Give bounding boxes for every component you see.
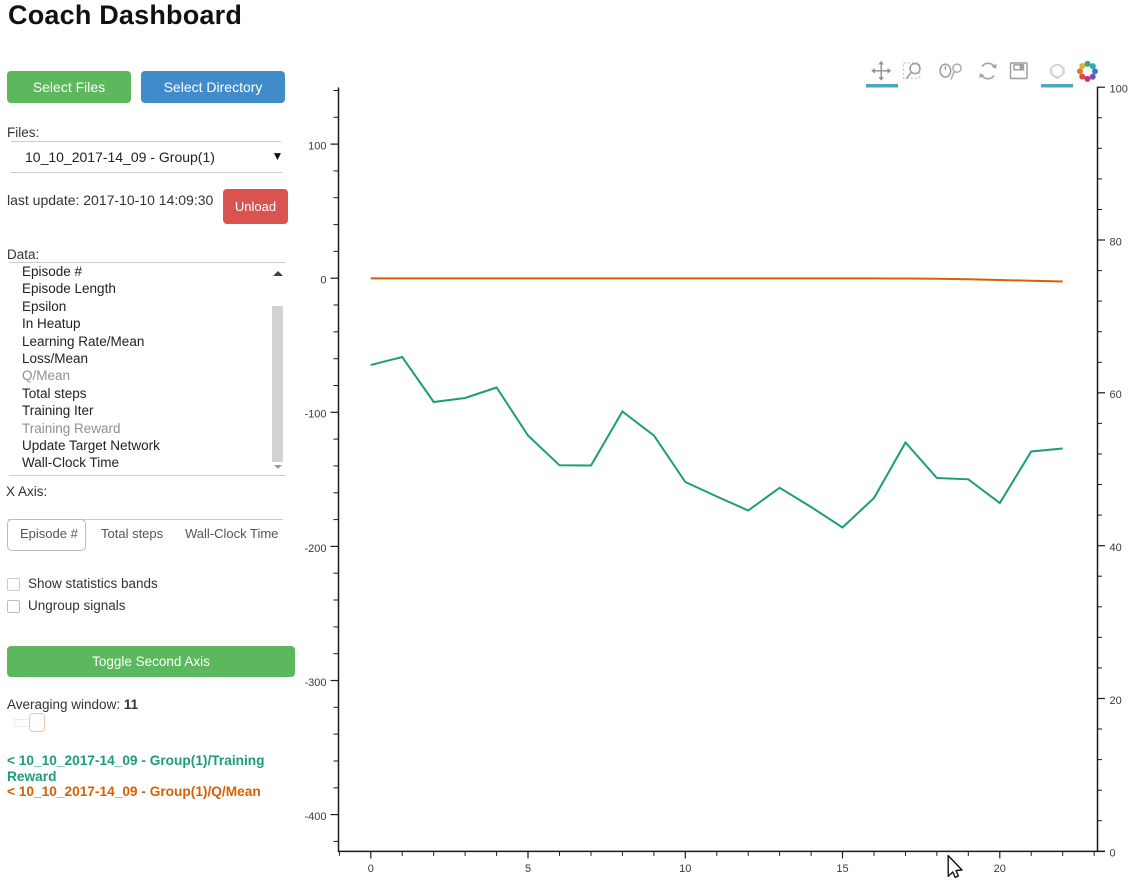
svg-text:60: 60 [1110, 389, 1122, 401]
svg-text:-400: -400 [304, 811, 326, 823]
svg-text:20: 20 [1110, 695, 1122, 707]
svg-text:15: 15 [836, 863, 848, 875]
svg-text:-200: -200 [304, 543, 326, 555]
svg-text:80: 80 [1110, 236, 1122, 248]
svg-text:5: 5 [525, 863, 531, 875]
svg-text:20: 20 [994, 863, 1006, 875]
svg-text:0: 0 [1110, 848, 1116, 860]
svg-text:100: 100 [1110, 84, 1128, 96]
svg-text:10: 10 [679, 863, 691, 875]
svg-text:100: 100 [308, 141, 326, 153]
svg-text:-300: -300 [304, 677, 326, 689]
svg-text:0: 0 [320, 275, 326, 287]
svg-text:40: 40 [1110, 542, 1122, 554]
svg-text:-100: -100 [304, 409, 326, 421]
svg-text:0: 0 [368, 863, 374, 875]
